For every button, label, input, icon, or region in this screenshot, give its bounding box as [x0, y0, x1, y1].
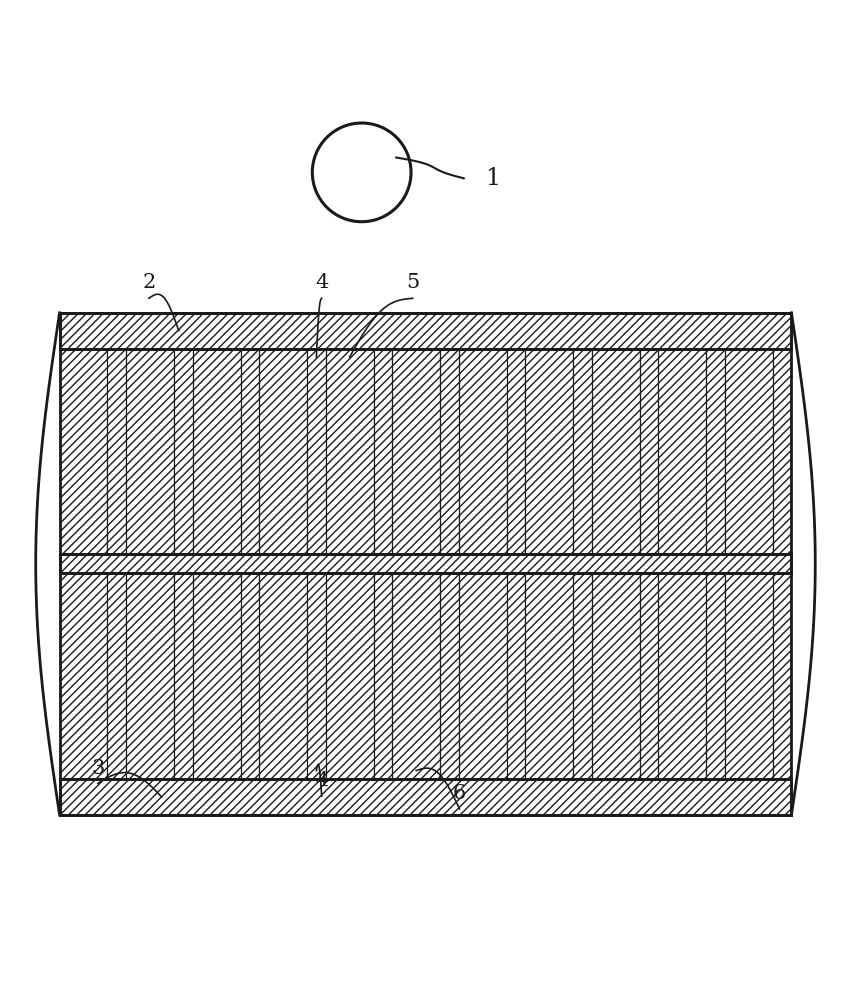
Bar — [773, 349, 791, 554]
Bar — [525, 573, 574, 779]
Bar — [659, 349, 706, 554]
Bar — [307, 573, 326, 779]
Bar — [192, 573, 241, 779]
Bar — [241, 573, 260, 779]
Bar — [60, 313, 791, 815]
Bar — [440, 349, 459, 554]
Bar — [506, 573, 525, 779]
Bar — [574, 349, 591, 554]
Bar — [591, 573, 640, 779]
Bar — [374, 349, 392, 554]
Bar — [60, 313, 791, 349]
Bar — [241, 349, 260, 554]
Bar — [60, 573, 107, 779]
Text: 4: 4 — [315, 273, 328, 292]
Bar — [174, 573, 192, 779]
Bar — [459, 573, 506, 779]
Bar — [107, 349, 126, 554]
Bar — [60, 349, 107, 554]
Bar — [260, 349, 307, 554]
Text: 3: 3 — [91, 759, 105, 778]
Text: 2: 2 — [142, 273, 156, 292]
Bar — [392, 573, 440, 779]
Bar — [192, 349, 241, 554]
Bar — [326, 349, 374, 554]
Text: 4: 4 — [315, 771, 328, 790]
Bar — [591, 349, 640, 554]
Bar — [706, 349, 725, 554]
Bar — [706, 573, 725, 779]
Bar — [725, 349, 773, 554]
Bar — [174, 349, 192, 554]
Bar — [326, 573, 374, 779]
Bar — [725, 573, 773, 779]
Text: 1: 1 — [485, 167, 500, 190]
Text: 5: 5 — [406, 273, 420, 292]
Bar — [392, 349, 440, 554]
Bar — [374, 573, 392, 779]
Bar — [640, 349, 659, 554]
Bar — [640, 573, 659, 779]
Bar — [126, 573, 174, 779]
Bar — [574, 573, 591, 779]
Bar — [659, 573, 706, 779]
Bar — [107, 573, 126, 779]
Bar — [307, 349, 326, 554]
Bar — [260, 573, 307, 779]
Bar — [60, 554, 791, 573]
Text: 6: 6 — [453, 784, 466, 803]
Bar — [506, 349, 525, 554]
Bar — [60, 779, 791, 815]
Bar — [126, 349, 174, 554]
Bar — [773, 573, 791, 779]
Bar — [440, 573, 459, 779]
Bar — [459, 349, 506, 554]
Bar — [525, 349, 574, 554]
